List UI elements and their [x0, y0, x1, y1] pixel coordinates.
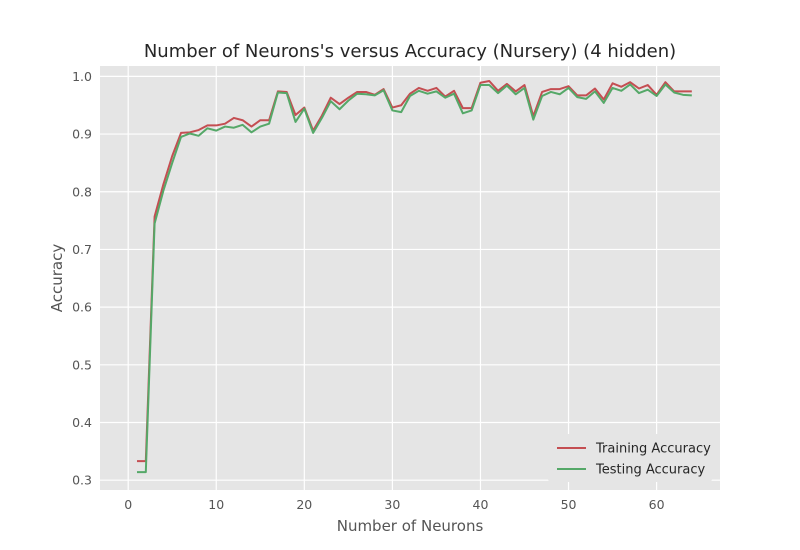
plot-area — [100, 66, 720, 490]
x-axis-label: Number of Neurons — [337, 517, 484, 535]
x-tick-label: 50 — [561, 497, 577, 512]
series-lines — [136, 80, 692, 474]
y-tick-label: 0.4 — [72, 415, 92, 430]
x-tick-label: 0 — [124, 497, 132, 512]
y-tick-label: 0.8 — [72, 184, 92, 199]
tick-labels: 0 10 20 30 40 50 60 0.3 0.4 0.5 0.6 0.7 0.8 0.9 1.0 — [72, 69, 664, 512]
y-tick-label: 0.9 — [72, 127, 92, 142]
x-tick-label: 60 — [649, 497, 665, 512]
testing-accuracy-line — [136, 83, 692, 474]
legend: Training Accuracy Testing Accuracy — [548, 434, 712, 482]
training-accuracy-line — [136, 80, 692, 463]
legend-label-testing: Testing Accuracy — [595, 463, 705, 478]
y-tick-label: 1.0 — [72, 69, 92, 84]
grid — [100, 66, 720, 490]
y-tick-label: 0.3 — [72, 473, 92, 488]
y-tick-label: 0.5 — [72, 357, 92, 372]
chart-title: Number of Neurons's versus Accuracy (Nur… — [144, 41, 676, 62]
x-tick-label: 30 — [384, 497, 400, 512]
legend-box — [548, 434, 712, 482]
y-axis-label: Accuracy — [48, 244, 66, 313]
x-tick-label: 10 — [208, 497, 224, 512]
legend-label-training: Training Accuracy — [595, 442, 711, 457]
x-tick-label: 20 — [296, 497, 312, 512]
y-tick-label: 0.6 — [72, 300, 92, 315]
x-tick-label: 40 — [473, 497, 489, 512]
y-tick-label: 0.7 — [72, 242, 92, 257]
